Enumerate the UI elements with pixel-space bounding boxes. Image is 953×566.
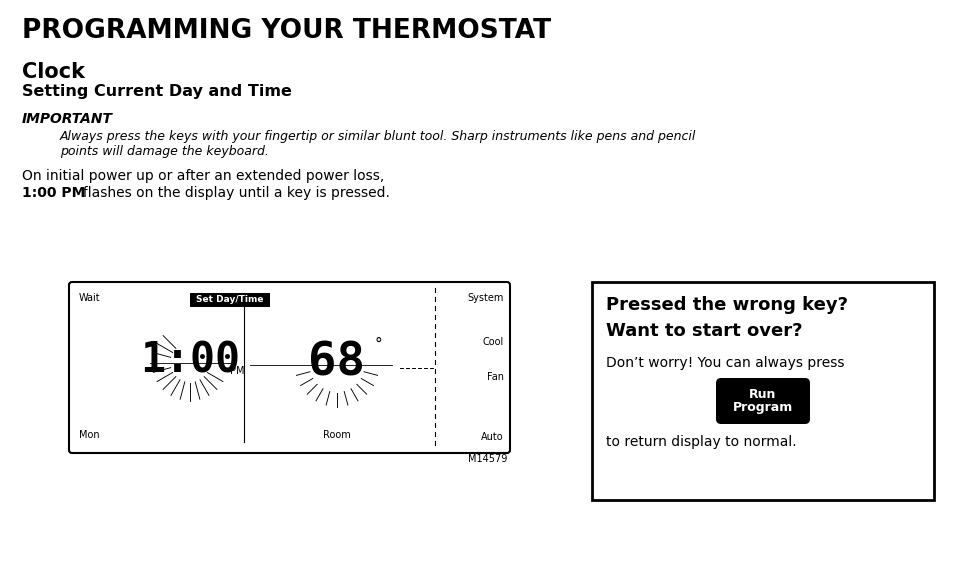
- Text: 1:00 PM: 1:00 PM: [22, 186, 85, 200]
- Text: PROGRAMMING YOUR THERMOSTAT: PROGRAMMING YOUR THERMOSTAT: [22, 18, 551, 44]
- FancyBboxPatch shape: [716, 378, 809, 424]
- Text: M14579: M14579: [467, 454, 506, 464]
- Text: Clock: Clock: [22, 62, 85, 82]
- Text: Auto: Auto: [481, 432, 503, 442]
- Text: to return display to normal.: to return display to normal.: [605, 435, 796, 449]
- Text: Mon: Mon: [79, 430, 99, 440]
- Text: Want to start over?: Want to start over?: [605, 322, 801, 340]
- Bar: [190, 293, 270, 307]
- Text: flashes on the display until a key is pressed.: flashes on the display until a key is pr…: [74, 186, 390, 200]
- Text: On initial power up or after an extended power loss,: On initial power up or after an extended…: [22, 169, 384, 183]
- Text: Room: Room: [323, 430, 351, 440]
- FancyBboxPatch shape: [69, 282, 510, 453]
- Text: Wait: Wait: [79, 293, 100, 303]
- Text: Always press the keys with your fingertip or similar blunt tool. Sharp instrumen: Always press the keys with your fingerti…: [60, 130, 696, 143]
- Text: Cool: Cool: [482, 337, 503, 347]
- Text: Pressed the wrong key?: Pressed the wrong key?: [605, 296, 847, 314]
- Text: IMPORTANT: IMPORTANT: [22, 112, 112, 126]
- Text: Setting Current Day and Time: Setting Current Day and Time: [22, 84, 292, 99]
- Text: Don’t worry! You can always press: Don’t worry! You can always press: [605, 356, 843, 370]
- Text: Run: Run: [748, 388, 776, 401]
- Text: points will damage the keyboard.: points will damage the keyboard.: [60, 145, 269, 158]
- Text: PM: PM: [230, 366, 244, 375]
- Bar: [592, 282, 933, 500]
- Text: Program: Program: [732, 401, 792, 414]
- Text: 1:00: 1:00: [140, 340, 240, 381]
- Text: Fan: Fan: [486, 372, 503, 382]
- Text: 68: 68: [308, 340, 365, 385]
- Text: Set Day/Time: Set Day/Time: [196, 295, 263, 305]
- Text: °: °: [375, 337, 382, 352]
- Text: System: System: [467, 293, 503, 303]
